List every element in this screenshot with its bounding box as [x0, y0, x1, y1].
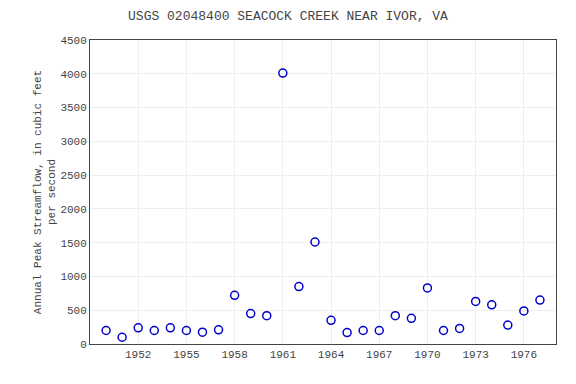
svg-text:2000: 2000: [60, 204, 86, 216]
svg-text:1958: 1958: [221, 349, 247, 361]
svg-text:1967: 1967: [366, 349, 392, 361]
svg-text:1952: 1952: [125, 349, 151, 361]
svg-text:1500: 1500: [60, 238, 86, 250]
svg-text:1955: 1955: [173, 349, 199, 361]
svg-text:4500: 4500: [60, 35, 86, 47]
svg-text:Annual Peak Streamflow, in cub: Annual Peak Streamflow, in cubic feetper…: [32, 70, 58, 314]
svg-text:1970: 1970: [414, 349, 440, 361]
svg-text:1000: 1000: [60, 271, 86, 283]
svg-text:1964: 1964: [318, 349, 345, 361]
svg-text:1976: 1976: [511, 349, 537, 361]
svg-text:0: 0: [80, 339, 87, 351]
svg-text:1961: 1961: [270, 349, 297, 361]
svg-text:1973: 1973: [462, 349, 488, 361]
svg-text:4000: 4000: [60, 69, 86, 81]
svg-text:3500: 3500: [60, 102, 86, 114]
svg-text:2500: 2500: [60, 170, 86, 182]
svg-text:3000: 3000: [60, 136, 86, 148]
svg-text:500: 500: [67, 305, 87, 317]
svg-text:USGS 02048400 SEACOCK CREEK NE: USGS 02048400 SEACOCK CREEK NEAR IVOR, V…: [128, 9, 448, 24]
